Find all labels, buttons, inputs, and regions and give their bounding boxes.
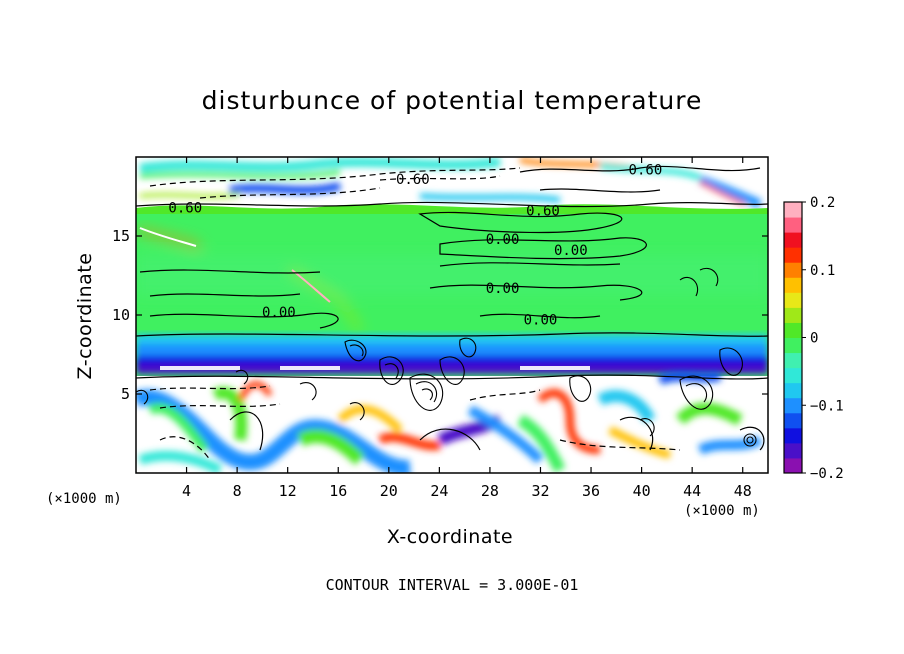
colorbar-swatch [784,442,802,459]
colorbar-tick-label: −0.1 [810,398,844,414]
x-tick-label: 8 [233,482,242,500]
colorbar-swatch [784,352,802,369]
colorbar-swatch [784,457,802,474]
contour-label: 0.60 [629,163,663,179]
x-tick-label: 16 [329,482,347,500]
colorbar-swatch [784,277,802,293]
colorbar-swatch [784,292,802,308]
x-tick-label: 32 [531,482,549,500]
x-tick-label: 36 [582,482,600,500]
x-unit-label: (×1000 m) [684,503,760,519]
colorbar-swatch [784,322,802,338]
colorbar: 0.2 0.1 0 −0.1 −0.2 [783,195,844,482]
contour-label: 0.00 [486,281,520,297]
contour-label: 0.00 [524,313,558,329]
contour-label: 0.60 [526,204,560,220]
colorbar-swatch [784,217,802,233]
colorbar-swatch [784,367,802,384]
plot-area: 0.600.600.60 0.600.000.000.000.00 0.00 [136,157,768,473]
x-tick-label: 24 [430,482,448,500]
contour-label: 0.00 [262,305,296,321]
colorbar-tick-label: 0.2 [810,195,835,211]
colorbar-swatch [784,427,802,444]
chart-title: disturbunce of potential temperature [201,86,703,115]
contour-label: 0.60 [168,201,202,217]
contour-labels: 0.600.600.60 0.600.000.000.000.00 0.00 [168,163,662,329]
colorbar-tick-label: 0 [810,331,818,347]
colorbar-swatch [784,307,802,323]
colorbar-swatch [784,232,802,248]
colorbar-tick-label: 0.1 [810,263,835,279]
y-tick-label: 10 [112,306,130,324]
x-tick-label: 40 [633,482,651,500]
colorbar-swatch [784,337,802,354]
x-tick-label: 12 [279,482,297,500]
y-tick-label: 5 [121,385,130,403]
colorbar-swatch [784,262,802,278]
colorbar-swatch [784,247,802,263]
x-tick-label: 44 [683,482,701,500]
colorbar-swatch [784,412,802,429]
contour-interval-note: CONTOUR INTERVAL = 3.000E-01 [325,576,579,594]
contour-label: 0.00 [554,243,588,259]
colorbar-swatch [784,382,802,399]
x-tick-label: 48 [734,482,752,500]
colorbar-swatch [784,202,802,218]
y-axis-ticks: 5 10 15 [112,227,768,403]
x-tick-label: 28 [481,482,499,500]
x-tick-label: 20 [380,482,398,500]
y-tick-label: 15 [112,227,130,245]
y-unit-label: (×1000 m) [46,491,122,507]
x-tick-label: 4 [182,482,191,500]
contour-label: 0.00 [486,232,520,248]
x-axis-label: X-coordinate [386,526,514,548]
contour-label: 0.60 [396,172,430,188]
x-axis-ticks: 4 8 12 16 20 24 28 32 36 40 44 48 [182,157,752,500]
colorbar-tick-label: −0.2 [810,466,844,482]
colorbar-swatch [784,397,802,414]
y-axis-label: Z-coordinate [74,252,96,380]
